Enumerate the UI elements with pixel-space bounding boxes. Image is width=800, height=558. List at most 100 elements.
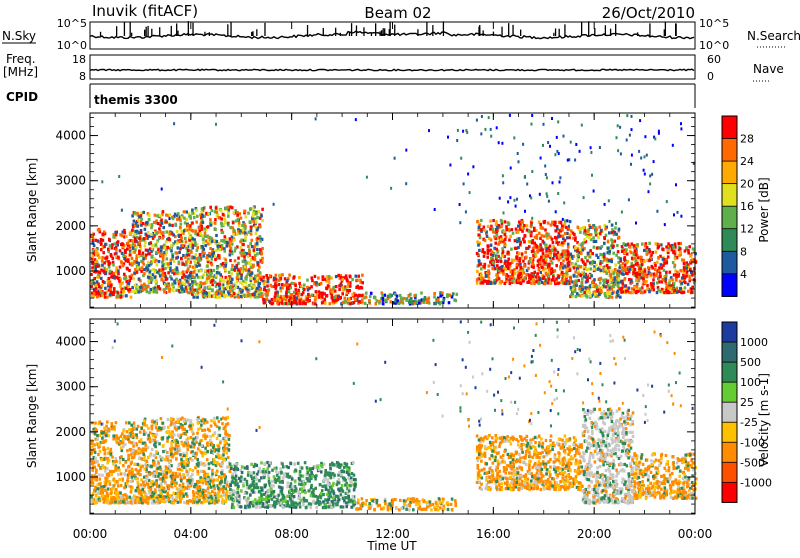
power-cell <box>576 275 579 278</box>
velocity-cell <box>115 421 118 424</box>
power-cell <box>518 237 521 240</box>
power-cell <box>213 295 216 298</box>
power-cell <box>567 243 570 246</box>
power-cell <box>186 269 189 272</box>
power-cell <box>609 279 612 282</box>
power-cell <box>179 219 182 222</box>
power-cell <box>121 252 124 255</box>
power-cell <box>516 256 519 259</box>
power-cell <box>142 252 145 255</box>
y-tick-label: 3000 <box>55 174 86 188</box>
power-cell <box>617 149 619 152</box>
power-cell <box>581 258 584 261</box>
power-cell <box>533 227 536 230</box>
power-cell <box>110 288 113 291</box>
power-cell <box>178 280 181 283</box>
power-cell <box>641 263 644 266</box>
power-cell <box>549 145 551 148</box>
power-cell <box>92 242 95 245</box>
power-cell <box>462 130 464 133</box>
beam-title: Beam 02 <box>364 4 431 22</box>
power-cell <box>511 279 514 282</box>
power-cell <box>504 233 507 236</box>
power-cell <box>148 291 151 294</box>
power-cell <box>271 285 274 288</box>
power-cell <box>635 279 638 282</box>
velocity-cell <box>222 416 225 419</box>
power-cell <box>533 245 536 248</box>
power-cell <box>229 259 232 262</box>
power-cell <box>524 210 526 213</box>
velocity-cell <box>101 437 104 440</box>
power-cell <box>555 236 558 239</box>
power-cell <box>554 269 557 272</box>
power-cell <box>384 299 387 302</box>
power-cell <box>648 242 651 245</box>
velocity-cell <box>108 459 111 462</box>
power-cell <box>91 255 94 258</box>
power-cell <box>578 287 581 290</box>
power-cell <box>628 198 630 201</box>
velocity-cell <box>114 498 117 501</box>
power-cell <box>551 117 553 120</box>
power-cell <box>649 250 652 253</box>
power-cell <box>634 250 637 253</box>
power-cell <box>644 269 647 272</box>
power-cell <box>545 173 547 176</box>
power-cell <box>484 229 487 232</box>
power-cell <box>642 277 645 280</box>
power-cell <box>258 282 261 285</box>
power-cell <box>183 229 186 232</box>
power-cell <box>195 221 198 224</box>
power-cell <box>196 249 199 252</box>
power-cell <box>610 273 613 276</box>
power-cell <box>575 263 578 266</box>
power-cell <box>307 293 310 296</box>
power-cell <box>570 293 573 296</box>
power-cell <box>527 267 530 270</box>
power-cell <box>537 264 540 267</box>
velocity-cell <box>136 498 139 501</box>
power-cell <box>472 165 474 168</box>
power-cell <box>92 262 95 265</box>
power-cell <box>207 212 210 215</box>
power-cell <box>652 273 655 276</box>
power-cell <box>521 226 524 229</box>
power-cell <box>519 282 522 285</box>
power-cell <box>496 226 499 229</box>
power-cell <box>610 276 613 279</box>
power-cell <box>295 296 298 299</box>
power-cell <box>192 275 195 278</box>
power-cell <box>463 182 465 185</box>
power-cell <box>171 288 174 291</box>
power-cell <box>286 279 289 282</box>
velocity-cell <box>104 452 107 455</box>
power-cell <box>488 116 490 119</box>
power-cell <box>186 290 189 293</box>
velocity-cell <box>111 470 114 473</box>
power-cell <box>574 159 576 162</box>
power-cell <box>155 289 158 292</box>
power-cell <box>569 233 572 236</box>
power-cell <box>184 237 187 240</box>
velocity-cell <box>187 448 190 451</box>
power-cell <box>499 197 501 200</box>
power-cell <box>157 285 160 288</box>
power-cell <box>574 246 577 249</box>
power-cell <box>297 289 300 292</box>
power-cell <box>96 295 99 298</box>
power-cell <box>587 252 590 255</box>
power-cell <box>501 247 504 250</box>
power-cell <box>530 282 533 285</box>
power-cell <box>667 249 670 252</box>
velocity-cell <box>132 498 135 501</box>
power-cell <box>320 282 323 285</box>
power-cell <box>256 287 259 290</box>
power-cell <box>589 261 592 264</box>
power-cell <box>642 291 645 294</box>
power-cell <box>204 244 207 247</box>
power-cell <box>228 281 231 284</box>
power-cell <box>690 291 693 294</box>
power-cell <box>131 214 134 217</box>
power-cell <box>516 266 519 269</box>
